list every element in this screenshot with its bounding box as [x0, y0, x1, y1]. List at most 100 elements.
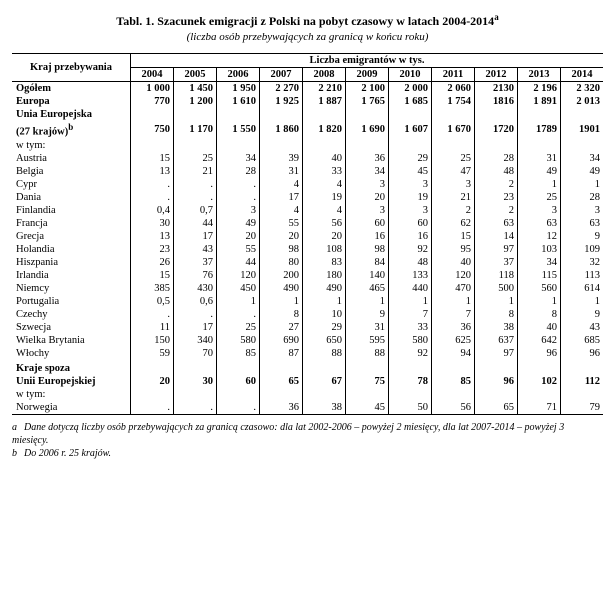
cell: 385: [131, 282, 174, 295]
cell: 79: [561, 401, 604, 415]
cell: 113: [561, 269, 604, 282]
cell: 36: [346, 152, 389, 165]
cell: [217, 388, 260, 401]
cell: 16: [389, 230, 432, 243]
year-header: 2004: [131, 68, 174, 82]
cell: 3: [518, 204, 561, 217]
cell: 112: [561, 375, 604, 388]
data-table: Kraj przebywania Liczba emigrantów w tys…: [12, 53, 603, 415]
table-row: Szwecja1117252729313336384043: [12, 321, 603, 334]
cell: 8: [260, 308, 303, 321]
cell: 580: [217, 334, 260, 347]
row-label: Włochy: [12, 347, 131, 360]
year-header: 2011: [432, 68, 475, 82]
cell: 12: [518, 230, 561, 243]
cell: 20: [260, 230, 303, 243]
cell: [217, 108, 260, 121]
cell: 60: [217, 375, 260, 388]
cell: 2: [475, 204, 518, 217]
cell: 40: [518, 321, 561, 334]
table-title: Tabl. 1. Szacunek emigracji z Polski na …: [12, 12, 603, 29]
cell: 92: [389, 243, 432, 256]
cell: 56: [303, 217, 346, 230]
cell: [217, 362, 260, 375]
cell: .: [174, 178, 217, 191]
cell: 642: [518, 334, 561, 347]
cell: 1: [260, 295, 303, 308]
cell: 20: [346, 191, 389, 204]
cell: 9: [561, 308, 604, 321]
cell: 0,4: [131, 204, 174, 217]
table-row: Kraje spoza: [12, 362, 603, 375]
cell: .: [174, 401, 217, 415]
table-row: w tym:: [12, 388, 603, 401]
cell: [561, 388, 604, 401]
cell: .: [174, 191, 217, 204]
year-header: 2005: [174, 68, 217, 82]
row-label: Norwegia: [12, 401, 131, 415]
cell: [174, 108, 217, 121]
row-label: Portugalia: [12, 295, 131, 308]
cell: [131, 362, 174, 375]
cell: 1: [561, 295, 604, 308]
table-row: Irlandia1576120200180140133120118115113: [12, 269, 603, 282]
row-label: (27 krajów)b: [12, 121, 131, 139]
cell: 98: [346, 243, 389, 256]
cell: 30: [174, 375, 217, 388]
cell: 13: [131, 165, 174, 178]
cell: 1: [346, 295, 389, 308]
cell: 490: [303, 282, 346, 295]
cell: 650: [303, 334, 346, 347]
cell: 1: [389, 295, 432, 308]
year-header: 2013: [518, 68, 561, 82]
cell: 10: [303, 308, 346, 321]
table-row: Czechy...810977889: [12, 308, 603, 321]
cell: 25: [174, 152, 217, 165]
cell: 1 690: [346, 121, 389, 139]
cell: 87: [260, 347, 303, 360]
cell: 3: [389, 204, 432, 217]
table-row: Grecja131720202016161514129: [12, 230, 603, 243]
table-row: Hiszpania2637448083844840373432: [12, 256, 603, 269]
row-label: Hiszpania: [12, 256, 131, 269]
cell: 34: [346, 165, 389, 178]
cell: [475, 139, 518, 152]
cell: [389, 108, 432, 121]
cell: 15: [432, 230, 475, 243]
cell: 83: [303, 256, 346, 269]
cell: 13: [131, 230, 174, 243]
cell: 31: [518, 152, 561, 165]
cell: [518, 388, 561, 401]
cell: [174, 388, 217, 401]
cell: 49: [518, 165, 561, 178]
footnote-b: Do 2006 r. 25 krajów.: [24, 448, 111, 459]
cell: .: [131, 401, 174, 415]
cell: .: [131, 178, 174, 191]
cell: 470: [432, 282, 475, 295]
cell: 1 200: [174, 95, 217, 108]
cell: 103: [518, 243, 561, 256]
cell: [432, 139, 475, 152]
cell: 16: [346, 230, 389, 243]
cell: 94: [432, 347, 475, 360]
cell: [303, 388, 346, 401]
year-header: 2007: [260, 68, 303, 82]
cell: 45: [389, 165, 432, 178]
cell: 1 820: [303, 121, 346, 139]
cell: 14: [475, 230, 518, 243]
cell: 625: [432, 334, 475, 347]
cell: [561, 108, 604, 121]
table-row: (27 krajów)b7501 1701 5501 8601 8201 690…: [12, 121, 603, 139]
title-sup: a: [494, 12, 499, 22]
year-header: 2012: [475, 68, 518, 82]
cell: 26: [131, 256, 174, 269]
row-label: Finlandia: [12, 204, 131, 217]
cell: 1 950: [217, 82, 260, 96]
cell: 75: [346, 375, 389, 388]
cell: 685: [561, 334, 604, 347]
cell: 49: [561, 165, 604, 178]
footnote-key-a: a: [12, 421, 24, 434]
cell: 1 891: [518, 95, 561, 108]
table-subtitle: (liczba osób przebywających za granicą w…: [12, 31, 603, 43]
cell: 59: [131, 347, 174, 360]
